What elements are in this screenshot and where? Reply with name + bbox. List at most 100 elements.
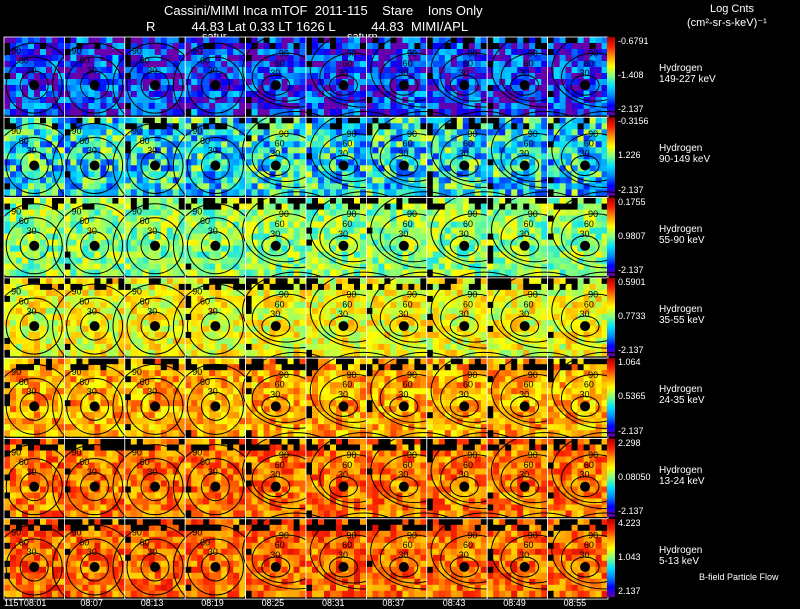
pixel [160, 117, 168, 124]
pixel [94, 233, 101, 241]
pixel [191, 73, 198, 80]
pixel [360, 203, 367, 211]
pixel [505, 165, 512, 172]
pixel [444, 79, 452, 86]
pixel [178, 91, 186, 98]
pixel [257, 343, 265, 351]
pixel [293, 203, 301, 211]
pixel [360, 283, 367, 291]
pixel [547, 197, 555, 205]
pixel [426, 141, 434, 148]
pixel [76, 171, 83, 178]
pixel [517, 117, 524, 124]
pixel [414, 117, 421, 124]
pixel [493, 171, 500, 178]
pixel [251, 307, 259, 315]
pixel [34, 153, 41, 160]
contour-label-60: 60 [403, 219, 413, 229]
contour-label-30: 30 [27, 306, 37, 316]
pixel [172, 171, 180, 178]
pixel [58, 123, 65, 130]
pixel [336, 313, 343, 321]
pixel [4, 295, 11, 303]
pixel [94, 337, 101, 345]
pixel [185, 79, 192, 86]
pixel [257, 123, 265, 130]
pixel [94, 227, 101, 235]
pixel [4, 307, 11, 315]
pixel [118, 289, 125, 297]
pixel [124, 123, 132, 130]
pixel [160, 129, 168, 136]
pixel [112, 283, 119, 291]
pixel [493, 37, 500, 44]
pixel [426, 233, 434, 241]
planet-marker [580, 240, 591, 251]
pixel [221, 37, 228, 44]
pixel [583, 251, 591, 259]
pixel [348, 55, 355, 62]
pixel [257, 283, 265, 291]
pixel [124, 203, 132, 211]
contour-label-90: 90 [407, 209, 417, 219]
pixel [245, 129, 253, 136]
pixel [372, 85, 379, 92]
pixel [215, 301, 222, 309]
pixel [263, 289, 271, 297]
pixel [480, 135, 488, 142]
pixel [106, 325, 113, 333]
pixel [100, 97, 107, 104]
pixel [336, 209, 343, 217]
pixel [263, 203, 271, 211]
pixel [197, 343, 204, 351]
pixel [589, 141, 597, 148]
pixel [330, 129, 337, 136]
pixel [148, 203, 156, 211]
pixel [185, 197, 192, 205]
pixel [601, 171, 609, 178]
pixel [565, 147, 573, 154]
pixel [348, 85, 355, 92]
pixel [589, 221, 597, 229]
pixel [46, 349, 53, 357]
pixel [269, 283, 277, 291]
pixel [565, 97, 573, 104]
pixel [559, 49, 567, 56]
pixel [112, 263, 119, 271]
pixel [330, 209, 337, 217]
contour-30 [140, 70, 170, 100]
pixel [124, 159, 132, 166]
pixel [221, 141, 228, 148]
pixel [203, 257, 210, 265]
pixel [221, 263, 228, 271]
pixel [46, 165, 53, 172]
pixel [450, 79, 458, 86]
pixel [378, 129, 385, 136]
contour-label-60: 60 [19, 56, 29, 66]
pixel [414, 177, 421, 184]
pixel [354, 263, 361, 271]
pixel [360, 103, 367, 110]
pixel [601, 165, 609, 172]
pixel [390, 171, 397, 178]
pixel [595, 97, 603, 104]
pixel [58, 325, 65, 333]
pixel [336, 79, 343, 86]
pixel [130, 301, 138, 309]
pixel [154, 37, 162, 44]
pixel [384, 177, 391, 184]
pixel [154, 73, 162, 80]
pixel [203, 165, 210, 172]
pixel [130, 37, 138, 44]
pixel [601, 209, 609, 217]
pixel [281, 331, 289, 339]
pixel [22, 331, 29, 339]
pixel [227, 79, 234, 86]
pixel [52, 123, 59, 130]
pixel [191, 91, 198, 98]
pixel [148, 43, 156, 50]
pixel [112, 109, 119, 116]
pixel [366, 109, 373, 116]
pixel [239, 301, 246, 309]
pixel [191, 197, 198, 205]
